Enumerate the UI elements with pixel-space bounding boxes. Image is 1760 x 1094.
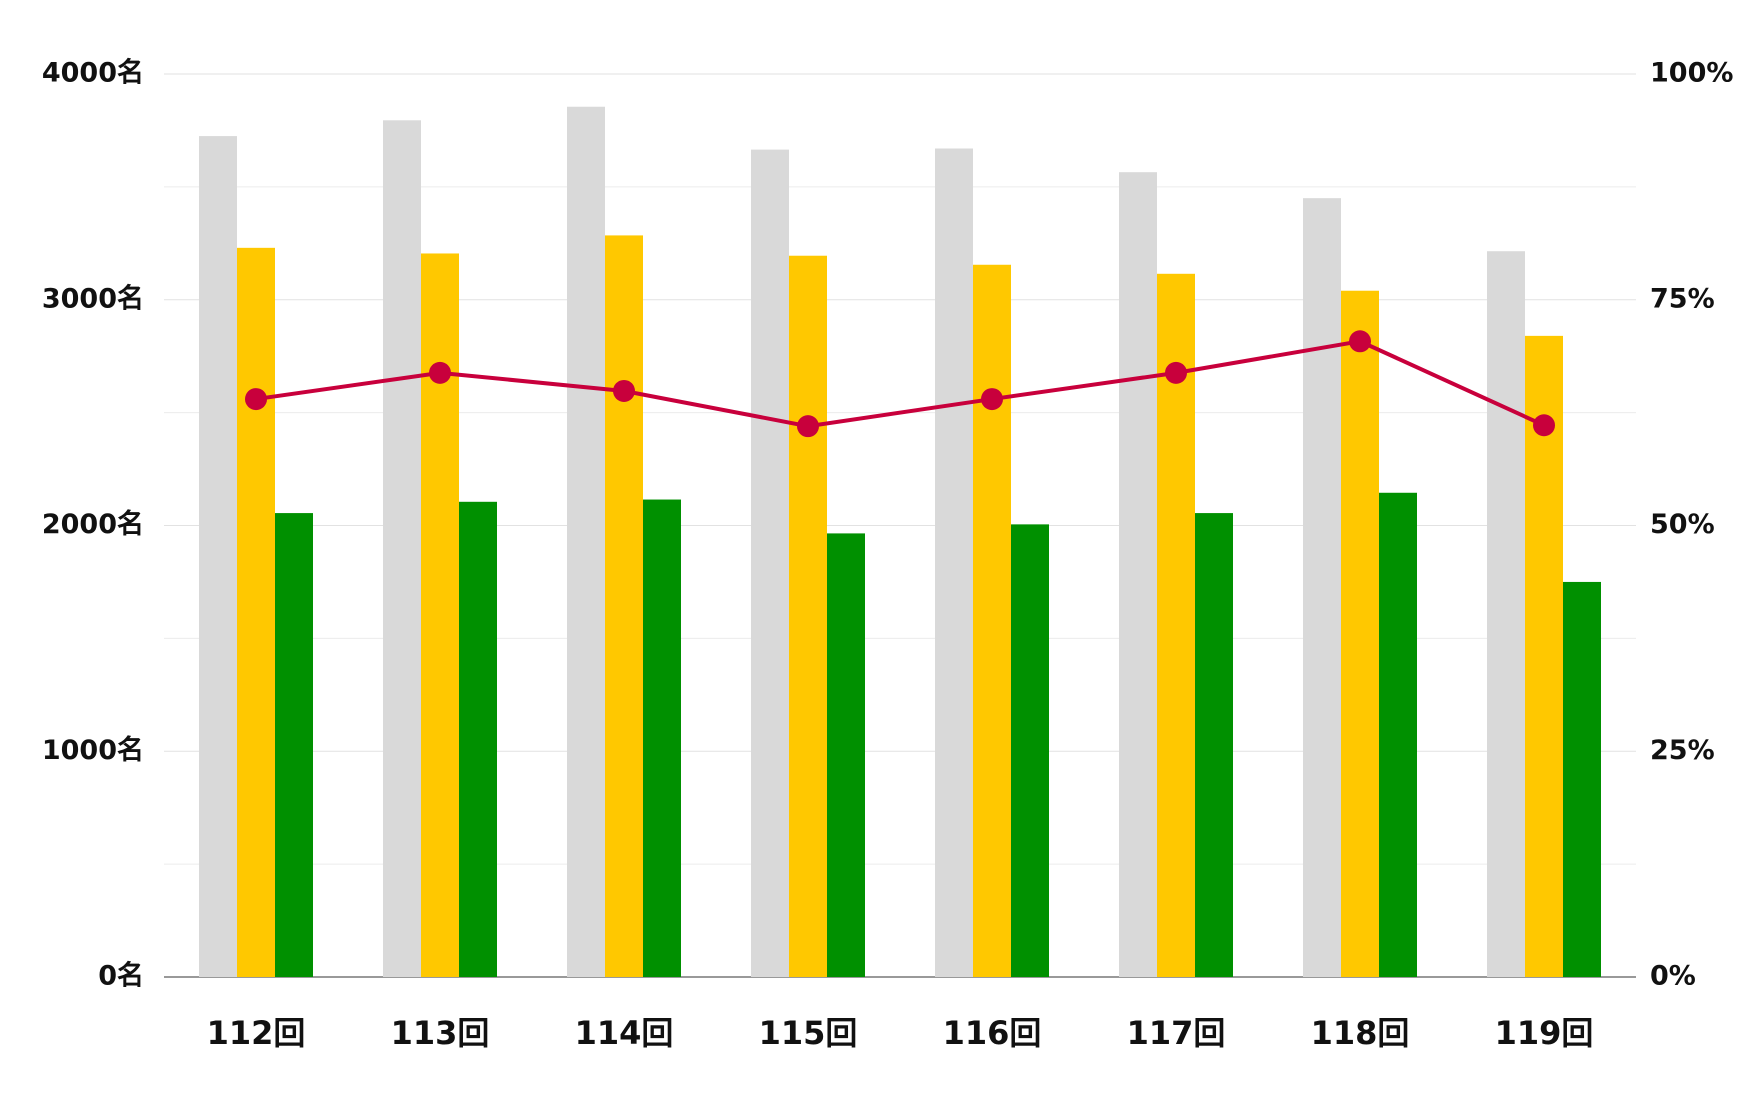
y-tick-label: 1000名 xyxy=(42,734,144,766)
line-point xyxy=(429,361,451,384)
bar xyxy=(459,501,497,977)
line-point xyxy=(1165,361,1187,384)
bar xyxy=(1119,172,1157,978)
x-tick-label: 114回 xyxy=(575,1014,674,1052)
bar xyxy=(275,513,313,977)
bar xyxy=(1525,335,1563,977)
x-tick-label: 115回 xyxy=(759,1014,858,1052)
y-tick-label: 2000名 xyxy=(42,508,144,540)
line-point xyxy=(613,379,635,402)
line-point xyxy=(981,388,1003,411)
x-tick-label: 118回 xyxy=(1311,1014,1410,1052)
bar xyxy=(827,533,865,977)
y2-tick-label: 75% xyxy=(1650,283,1715,314)
bar xyxy=(643,499,681,977)
bar xyxy=(1157,273,1195,977)
y-tick-label: 4000名 xyxy=(42,57,144,89)
line-point xyxy=(1533,414,1555,437)
line-point xyxy=(245,388,267,411)
y2-tick-label: 50% xyxy=(1650,509,1715,540)
bar xyxy=(1487,251,1525,977)
y2-tick-label: 25% xyxy=(1650,735,1715,766)
bar xyxy=(935,148,973,977)
x-tick-label: 112回 xyxy=(207,1014,306,1052)
y-tick-label: 0名 xyxy=(98,960,144,992)
bar xyxy=(1379,492,1417,977)
bar xyxy=(199,136,237,978)
bar xyxy=(789,255,827,977)
x-tick-label: 117回 xyxy=(1127,1014,1226,1052)
bar xyxy=(567,106,605,977)
bar xyxy=(1563,581,1601,977)
bar xyxy=(605,235,643,977)
line-point xyxy=(1349,330,1371,353)
bar xyxy=(973,264,1011,977)
bar xyxy=(1341,290,1379,978)
bar xyxy=(751,149,789,978)
line xyxy=(255,339,1545,429)
bar xyxy=(1195,513,1233,977)
x-tick-label: 116回 xyxy=(943,1014,1042,1052)
x-tick-label: 119回 xyxy=(1495,1014,1594,1052)
x-tick-label: 113回 xyxy=(391,1014,490,1052)
bar xyxy=(1011,524,1049,977)
y2-tick-label: 100% xyxy=(1650,58,1733,89)
bar xyxy=(383,120,421,977)
bar xyxy=(237,247,275,977)
bar xyxy=(1303,198,1341,978)
line-point xyxy=(797,415,819,438)
y2-tick-label: 0% xyxy=(1650,961,1696,992)
y-tick-label: 3000名 xyxy=(42,282,144,314)
